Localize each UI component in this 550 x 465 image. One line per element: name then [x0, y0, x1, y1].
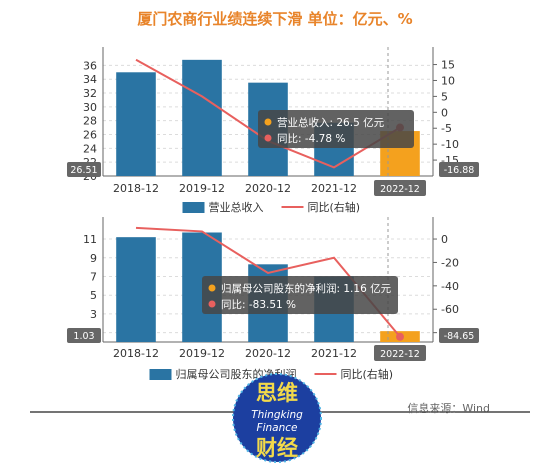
x-tick-label: 2020-12 [245, 347, 291, 360]
tooltip-line-2: 同比: -4.78 % [277, 132, 345, 145]
left-tick-label: 28 [83, 115, 97, 128]
left-tick-label: 9 [90, 252, 97, 265]
tooltip-bullet-line [208, 300, 216, 308]
left-tick-label: 34 [83, 73, 97, 86]
x-tick-label: 2022-12 [380, 349, 420, 360]
x-tick-label: 2018-12 [113, 347, 159, 360]
net-profit-chart: 1357911-80-60-40-2002018-122019-122020-1… [67, 217, 479, 381]
left-tick-label: 24 [83, 142, 97, 155]
x-tick-label: 2018-12 [113, 182, 159, 195]
right-tick-label: -60 [441, 303, 459, 316]
crosshair-left-badge [67, 162, 101, 177]
tooltip-box [258, 110, 414, 148]
left-tick-label: 36 [83, 59, 97, 72]
crosshair-left-value: 26.51 [70, 165, 97, 176]
x-tick-label: 2019-12 [179, 182, 225, 195]
crosshair-right-badge [439, 162, 479, 177]
right-tick-label: 5 [441, 90, 448, 103]
crosshair-x-badge [374, 345, 426, 361]
right-tick-label: -10 [441, 138, 459, 151]
revenue-chart: 202224262830323436-15-10-50510152018-122… [67, 47, 479, 214]
right-tick-label: -40 [441, 280, 459, 293]
crosshair-right-value: -84.65 [444, 331, 475, 342]
x-tick-label: 2020-12 [245, 182, 291, 195]
x-tick-label: 2021-12 [311, 182, 357, 195]
right-tick-label: 0 [441, 106, 448, 119]
logo-text-top: 思维 [256, 381, 298, 405]
right-tick-label: 15 [441, 59, 455, 72]
tooltip-box [202, 276, 398, 314]
left-tick-label: 7 [90, 270, 97, 283]
crosshair-left-value: 1.03 [73, 331, 94, 342]
bar [116, 237, 156, 342]
left-tick-label: 32 [83, 87, 97, 100]
tooltip-line-2: 同比: -83.51 % [221, 298, 296, 311]
tooltip-line-1: 归属母公司股东的净利润: 1.16 亿元 [221, 282, 392, 295]
legend: 营业总收入 同比(右轴) [182, 200, 361, 214]
right-tick-label: -20 [441, 256, 459, 269]
legend-swatch-bar [149, 369, 172, 380]
logo-ring [232, 373, 322, 463]
right-tick-label: 0 [441, 233, 448, 246]
legend-swatch-bar [182, 202, 205, 213]
bar [182, 59, 222, 177]
left-tick-label: 11 [83, 233, 97, 246]
logo-text-en1: Thingking [251, 409, 303, 421]
left-tick-label: 5 [90, 289, 97, 302]
left-tick-label: 26 [83, 129, 97, 142]
x-tick-label: 2022-12 [380, 184, 420, 195]
legend-label-line: 同比(右轴) [341, 367, 394, 381]
x-tick-label: 2019-12 [179, 347, 225, 360]
logo-text-bottom: 财经 [256, 436, 298, 460]
legend-label-line: 同比(右轴) [308, 200, 361, 214]
crosshair-left-badge [67, 328, 101, 343]
left-tick-label: 30 [83, 101, 97, 114]
crosshair-right-value: -16.88 [444, 165, 475, 176]
right-tick-label: 10 [441, 74, 455, 87]
tooltip-bullet-bar [208, 284, 216, 292]
yoy-point [396, 332, 404, 341]
right-tick-label: -5 [441, 122, 452, 135]
crosshair-right-badge [439, 328, 479, 343]
tooltip-bullet-bar [264, 118, 272, 126]
thinking-finance-logo: 思维 Thingking Finance 财经 [232, 373, 322, 463]
tooltip-line-1: 营业总收入: 26.5 亿元 [277, 116, 385, 129]
tooltip-bullet-line [264, 134, 272, 142]
logo-circle [233, 374, 321, 462]
x-tick-label: 2021-12 [311, 347, 357, 360]
bar [116, 72, 156, 176]
footer: 信息来源：Wind 思维 Thingking Finance 财经 [30, 373, 530, 463]
crosshair-x-badge [374, 180, 426, 196]
left-tick-label: 3 [90, 308, 97, 321]
legend-label-bar: 营业总收入 [209, 200, 264, 214]
source-label: 信息来源：Wind [407, 401, 490, 415]
chart-title: 厦门农商行业绩连续下滑 单位：亿元、% [137, 10, 412, 28]
logo-text-en2: Finance [257, 422, 298, 434]
